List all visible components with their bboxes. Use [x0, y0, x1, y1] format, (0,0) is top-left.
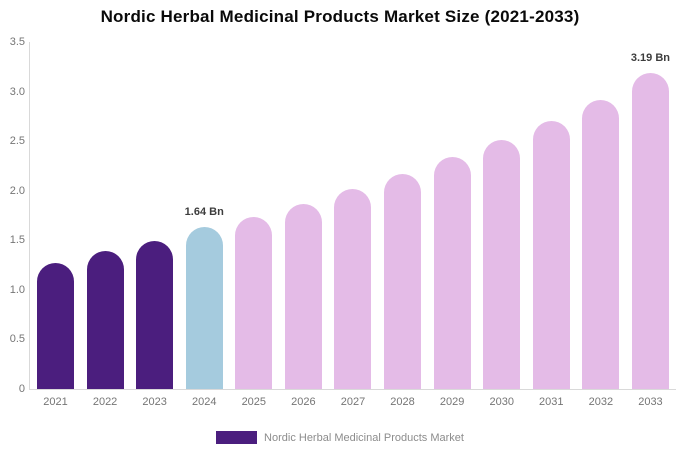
legend-label: Nordic Herbal Medicinal Products Market — [264, 431, 464, 444]
bar-2021[interactable] — [37, 263, 74, 389]
bar-2029[interactable] — [433, 157, 471, 389]
x-axis-label-2030: 2030 — [489, 396, 514, 408]
x-axis-label-2025: 2025 — [241, 396, 267, 408]
x-axis-label-2021: 2021 — [43, 396, 68, 408]
y-axis-line — [29, 42, 30, 389]
bar-2023[interactable] — [136, 240, 174, 389]
y-axis-tick-label: 1.0 — [9, 283, 25, 296]
x-axis-label-2026: 2026 — [291, 396, 316, 408]
legend: Nordic Herbal Medicinal Products Market — [0, 431, 680, 444]
y-axis-tick-label: 3.5 — [9, 36, 25, 48]
x-axis-label-2022: 2022 — [92, 396, 118, 408]
x-axis-label-2029: 2029 — [439, 396, 465, 408]
y-axis-tick-label: 0.5 — [9, 333, 25, 345]
bar-2024[interactable] — [185, 226, 223, 389]
x-axis-label-2032: 2032 — [588, 396, 614, 408]
x-axis-label-2024: 2024 — [191, 396, 217, 408]
y-axis-tick-label: 1.5 — [9, 234, 25, 246]
bar-2031[interactable] — [532, 120, 570, 389]
x-axis-label-2023: 2023 — [142, 396, 167, 408]
y-axis-tick-label: 2.5 — [9, 135, 25, 147]
x-axis-label-2028: 2028 — [390, 396, 415, 408]
bar-2022[interactable] — [86, 251, 124, 389]
bar-2030[interactable] — [483, 139, 521, 389]
bar-value-annotation: 1.64 Bn — [184, 205, 224, 218]
y-axis-tick-label: 2.0 — [9, 184, 25, 197]
bar-2025[interactable] — [235, 216, 273, 389]
x-axis-label-2027: 2027 — [340, 396, 366, 408]
bar-value-annotation: 3.19 Bn — [630, 52, 671, 65]
bar-2033[interactable] — [631, 73, 669, 389]
y-axis-tick-label: 0 — [18, 382, 25, 395]
chart-title: Nordic Herbal Medicinal Products Market … — [100, 7, 580, 26]
x-axis-label-2031: 2031 — [539, 396, 564, 408]
bar-2032[interactable] — [582, 99, 620, 389]
bar-2027[interactable] — [334, 189, 372, 389]
bar-2028[interactable] — [384, 174, 422, 389]
legend-swatch — [216, 431, 258, 444]
bar-2026[interactable] — [284, 203, 322, 389]
x-axis-label-2033: 2033 — [638, 396, 663, 408]
y-axis-tick-label: 3.0 — [9, 85, 25, 98]
x-axis-line — [29, 389, 676, 390]
